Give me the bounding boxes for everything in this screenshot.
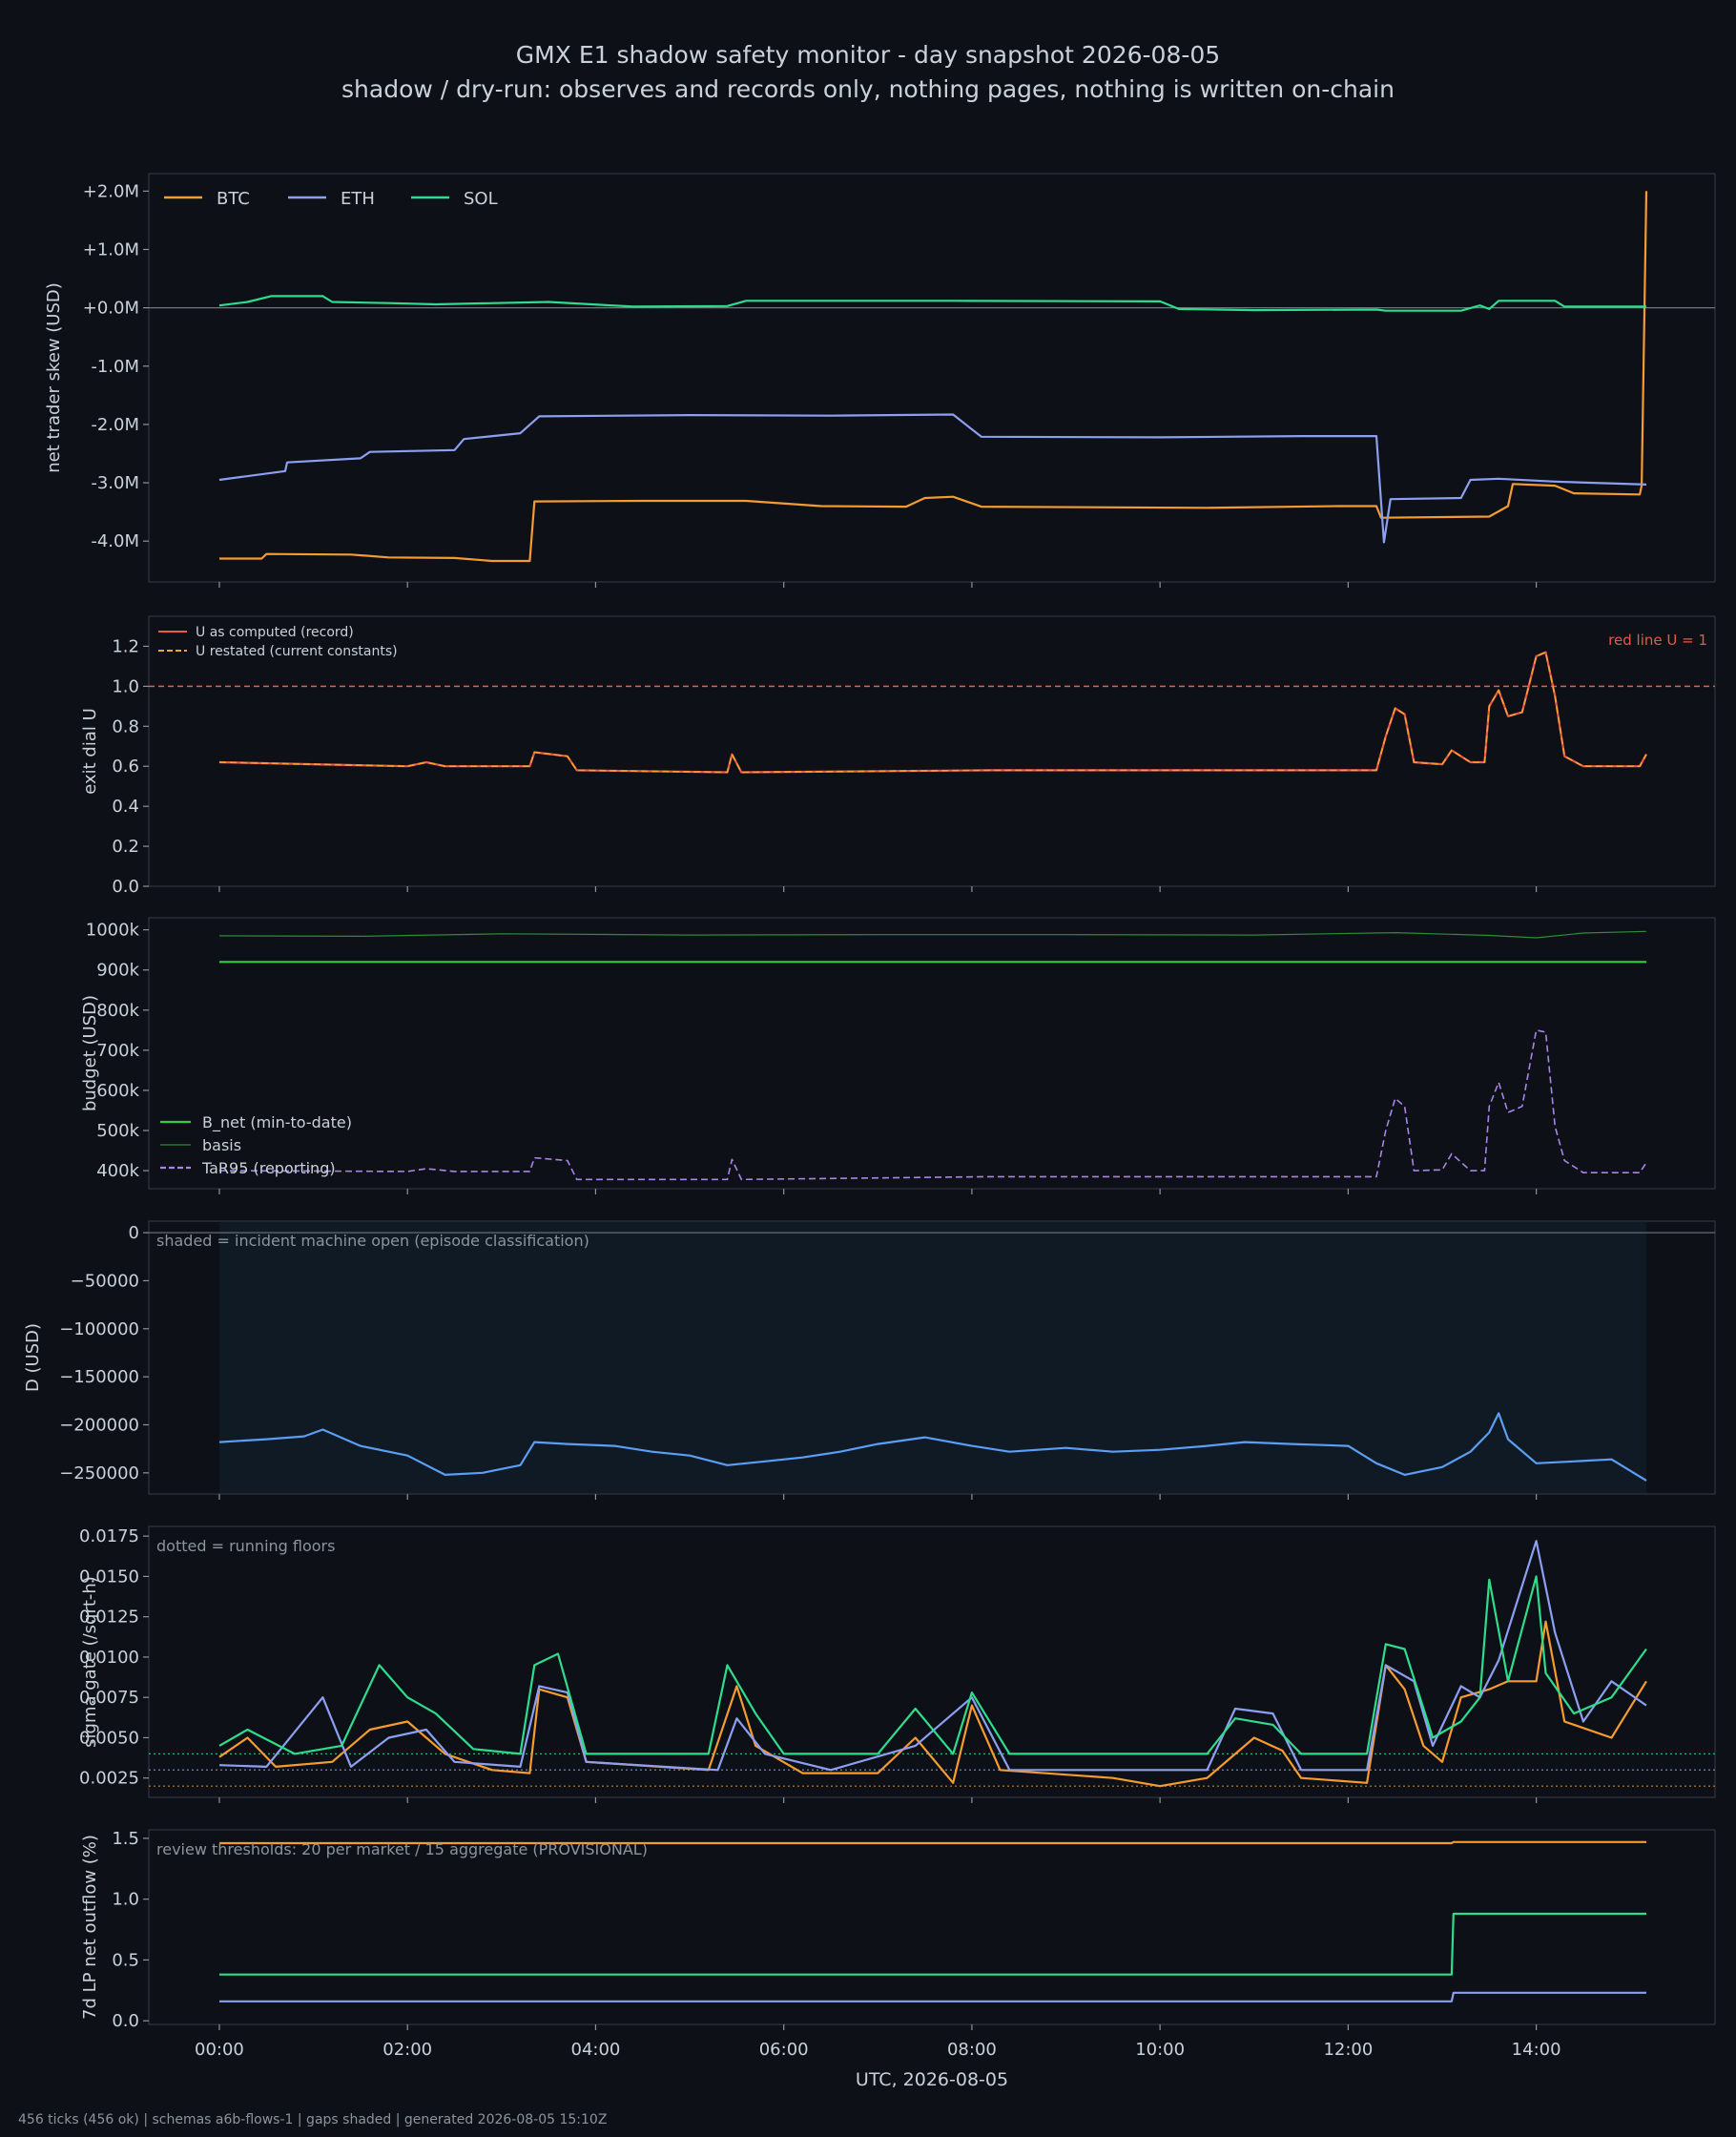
incident-shade bbox=[218, 1222, 1647, 1493]
x-tick-label: 14:00 bbox=[1512, 2040, 1561, 2060]
y-axis-label: sigma gate (/sqrt-h) bbox=[80, 1576, 100, 1748]
y-tick-label: 0.0125 bbox=[79, 1608, 139, 1628]
panel-frame bbox=[148, 1525, 1716, 1798]
y-axis-label: D (USD) bbox=[23, 1323, 43, 1392]
y-tick-label: 0 bbox=[129, 1223, 139, 1243]
y-tick-label: 400k bbox=[96, 1161, 139, 1181]
y-tick-label: 0.0 bbox=[112, 877, 139, 897]
panel-frame bbox=[148, 1829, 1716, 2025]
panel-annotation: shaded = incident machine open (episode … bbox=[156, 1232, 589, 1250]
y-tick-label: 800k bbox=[96, 1001, 139, 1021]
y-tick-label: 0.4 bbox=[112, 797, 139, 817]
series-line-d bbox=[218, 1412, 1647, 1482]
y-tick-label: 1000k bbox=[86, 921, 140, 941]
y-axis-label: budget (USD) bbox=[80, 995, 100, 1111]
x-tick-label: 10:00 bbox=[1135, 2040, 1185, 2060]
x-tick-label: 12:00 bbox=[1323, 2040, 1373, 2060]
panel-2: 1.2 1.0 0.8 0.6 0.4 0.2 0.0 exit dial U red line… bbox=[80, 615, 1716, 897]
y-tick-label: 0.6 bbox=[112, 757, 139, 777]
y-tick-label: 0.0050 bbox=[79, 1728, 139, 1748]
series-line-eth bbox=[218, 1540, 1647, 1772]
series-line-btc bbox=[219, 1840, 1646, 1845]
x-tick-label: 08:00 bbox=[947, 2040, 997, 2060]
y-axis-label: exit dial U bbox=[80, 708, 100, 795]
y-tick-label: +1.0M bbox=[83, 239, 139, 259]
legend-label: TaR95 (reporting) bbox=[201, 1159, 336, 1177]
series-line-eth bbox=[218, 413, 1647, 544]
panel-frame bbox=[148, 917, 1716, 1190]
y-tick-label: 0.0075 bbox=[79, 1688, 139, 1708]
y-tick-label: −50000 bbox=[71, 1271, 139, 1291]
x-tick-label: 04:00 bbox=[571, 2040, 621, 2060]
y-tick-label: 0.2 bbox=[112, 837, 139, 857]
y-tick-label: -1.0M bbox=[91, 357, 139, 377]
chart-subtitle: shadow / dry-run: observes and records o… bbox=[341, 75, 1395, 103]
panel-3: 1000k 900k 800k 700k 600k 500k 400k budget (USD… bbox=[80, 917, 1716, 1194]
series-line-sol bbox=[218, 295, 1646, 312]
y-tick-label: 0.0025 bbox=[79, 1769, 139, 1789]
panel-4: 0 −50000 −100000 −150000 −200000 −250000 D (US… bbox=[23, 1220, 1716, 1500]
red-line-annotation: red line U = 1 bbox=[1608, 632, 1707, 649]
y-tick-label: 500k bbox=[96, 1121, 139, 1141]
y-tick-label: 700k bbox=[96, 1041, 139, 1061]
y-tick-label: 900k bbox=[96, 961, 139, 981]
chart-title: GMX E1 shadow safety monitor - day snaps… bbox=[515, 41, 1221, 69]
y-tick-label: 1.5 bbox=[112, 1829, 139, 1849]
legend-label: basis bbox=[202, 1136, 241, 1154]
x-tick-label: 00:00 bbox=[195, 2040, 244, 2060]
series-line-u-restated-current-constants bbox=[218, 651, 1647, 774]
panel-1: +2.0M +1.0M +0.0M -1.0M -2.0M -3.0M -4.0M net t… bbox=[44, 173, 1716, 588]
y-tick-label: 0.0100 bbox=[79, 1648, 139, 1668]
y-tick-label: -2.0M bbox=[91, 415, 139, 435]
y-tick-label: +0.0M bbox=[83, 299, 139, 319]
y-tick-label: 1.0 bbox=[112, 676, 139, 696]
y-tick-label: -3.0M bbox=[91, 473, 139, 493]
title-block: GMX E1 shadow safety monitor - day snaps… bbox=[0, 38, 1736, 107]
panel-6: 1.5 1.0 0.5 0.0 7d LP net outflow (%) review … bbox=[80, 1829, 1716, 2031]
y-tick-label: 0.0150 bbox=[79, 1566, 139, 1587]
y-tick-label: 1.0 bbox=[112, 1890, 139, 1910]
series-line-tar95-reporting bbox=[218, 1029, 1647, 1181]
y-axis-label: 7d LP net outflow (%) bbox=[80, 1835, 100, 2020]
y-tick-label: 0.8 bbox=[112, 716, 139, 737]
y-tick-label: −200000 bbox=[59, 1415, 139, 1435]
y-tick-label: 0.0 bbox=[112, 2011, 139, 2031]
y-tick-label: 0.0175 bbox=[79, 1526, 139, 1546]
series-line-sol bbox=[219, 1912, 1646, 1976]
panel-frame bbox=[148, 173, 1716, 583]
y-tick-label: +2.0M bbox=[83, 181, 139, 201]
y-tick-label: −150000 bbox=[59, 1367, 139, 1387]
panel-annotation: dotted = running floors bbox=[156, 1537, 335, 1555]
series-line-basis bbox=[218, 930, 1647, 939]
panel-5: 0.0175 0.0150 0.0125 0.0100 0.0075 0.0050 0.00… bbox=[79, 1525, 1716, 1803]
legend-label: SOL bbox=[464, 189, 498, 209]
x-tick-label: 06:00 bbox=[759, 2040, 809, 2060]
y-tick-label: 600k bbox=[96, 1081, 139, 1101]
legend-label: BTC bbox=[217, 189, 250, 209]
footer-status: 456 ticks (456 ok) | schemas a6b-flows-1… bbox=[18, 2112, 608, 2127]
panel-annotation: review thresholds: 20 per market / 15 ag… bbox=[156, 1840, 648, 1858]
y-tick-label: -4.0M bbox=[91, 531, 139, 551]
y-tick-label: 1.2 bbox=[112, 636, 139, 656]
series-line-btc bbox=[219, 191, 1648, 563]
legend-label: ETH bbox=[341, 189, 375, 209]
y-tick-label: −250000 bbox=[59, 1463, 139, 1483]
y-tick-label: 0.5 bbox=[112, 1950, 139, 1970]
series-line-eth bbox=[219, 1991, 1646, 2002]
series-line-sol bbox=[218, 1575, 1647, 1755]
x-tick-label: 02:00 bbox=[382, 2040, 432, 2060]
x-axis-label: UTC, 2026-08-05 bbox=[856, 2069, 1008, 2090]
y-tick-label: −100000 bbox=[59, 1319, 139, 1339]
legend-label: U as computed (record) bbox=[196, 625, 354, 640]
y-axis-label: net trader skew (USD) bbox=[44, 282, 64, 473]
legend-label: U restated (current constants) bbox=[196, 644, 398, 659]
legend-label: B_net (min-to-date) bbox=[202, 1113, 352, 1132]
